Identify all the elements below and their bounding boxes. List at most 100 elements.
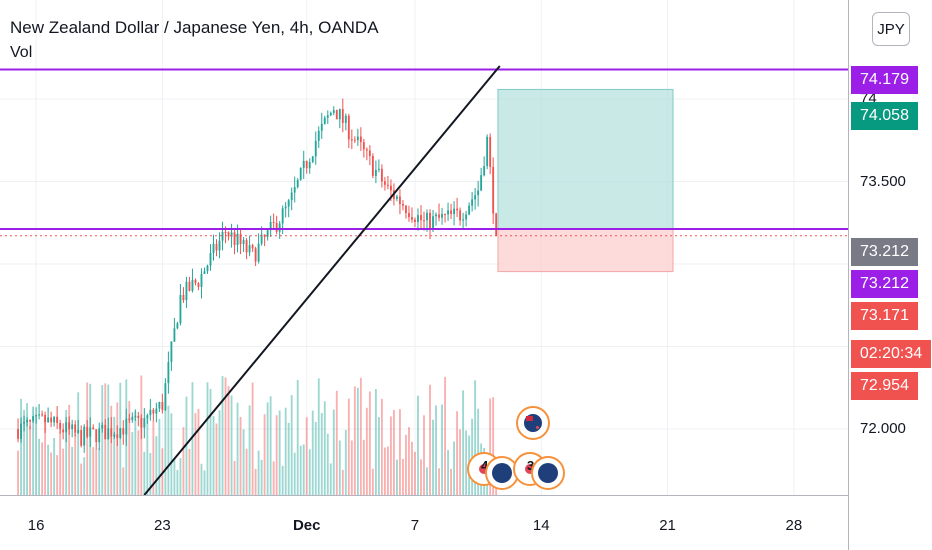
- candle-body: [68, 422, 71, 430]
- candle-body: [92, 427, 95, 430]
- volume-bar: [344, 429, 347, 495]
- volume-bar: [71, 446, 74, 495]
- candle-body: [423, 220, 425, 222]
- candle-body: [480, 175, 483, 191]
- volume-bar: [477, 408, 480, 495]
- candle-body: [365, 149, 368, 151]
- candle-body: [402, 204, 404, 206]
- candle-body: [179, 294, 182, 324]
- price-axis-tick: 72.000: [860, 420, 906, 437]
- volume-bar: [408, 427, 410, 495]
- volume-bar: [341, 469, 344, 495]
- candle-body: [95, 429, 98, 443]
- volume-bar: [245, 448, 248, 495]
- position-zones: [497, 88, 674, 273]
- support-line-tag: 73.212: [851, 270, 918, 298]
- candle-body: [474, 195, 477, 200]
- candle-body: [287, 200, 290, 207]
- time-axis-tick: Dec: [292, 517, 321, 534]
- price-axis-tick: 73.500: [860, 172, 906, 190]
- candle-body: [50, 417, 53, 423]
- volume-bar: [188, 448, 191, 495]
- candle-body: [447, 210, 449, 215]
- volume-bar: [146, 417, 149, 495]
- nz-flag-icon: [538, 463, 558, 483]
- candle-body: [477, 190, 480, 196]
- candle-body: [432, 216, 434, 230]
- volume-indicator-label[interactable]: Vol: [10, 44, 33, 61]
- candle-body: [113, 434, 116, 437]
- last-price-tag: 73.171: [851, 302, 918, 330]
- volume-bar: [380, 398, 383, 495]
- volume-bar: [353, 386, 356, 495]
- volume-bar: [185, 396, 188, 495]
- candle-body: [293, 187, 296, 193]
- candle-body: [468, 205, 471, 215]
- volume-bar: [86, 382, 89, 495]
- candle-body: [134, 415, 137, 417]
- chart-header: New Zealand Dollar / Japanese Yen, 4h, O…: [10, 18, 379, 62]
- volume-bar: [74, 433, 77, 495]
- candle-body: [44, 414, 47, 423]
- candle-body: [233, 232, 236, 246]
- candle-body: [170, 341, 173, 363]
- volume-bar: [137, 430, 140, 495]
- event-count: 3: [527, 458, 535, 473]
- volume-bar: [68, 404, 71, 495]
- candle-body: [296, 179, 299, 188]
- volume-bar: [368, 391, 371, 495]
- candle-body: [65, 422, 68, 433]
- symbol-title[interactable]: New Zealand Dollar / Japanese Yen, 4h, O…: [10, 18, 379, 37]
- volume-bar: [323, 401, 326, 495]
- volume-bar: [224, 377, 227, 495]
- candle-body: [146, 415, 149, 419]
- candle-body: [441, 213, 443, 218]
- candle-body: [465, 214, 468, 220]
- volume-bar: [411, 441, 413, 495]
- nz-event-icon[interactable]: [516, 406, 550, 440]
- candle-body: [140, 417, 143, 428]
- candle-body: [257, 243, 260, 262]
- candle-body: [338, 109, 341, 120]
- candle-body: [269, 221, 272, 231]
- candle-body: [182, 294, 185, 301]
- volume-bar: [215, 423, 218, 495]
- event-cluster-2[interactable]: 3: [513, 452, 569, 492]
- volume-bar: [405, 434, 407, 495]
- candle-body: [209, 253, 212, 266]
- candle-body: [197, 283, 200, 288]
- candle-body: [429, 212, 431, 230]
- volume-bar: [65, 410, 68, 495]
- candle-body: [221, 231, 224, 241]
- volume-bar: [329, 463, 332, 495]
- volume-bar: [26, 403, 28, 495]
- candle-body: [35, 415, 38, 417]
- volume-bar: [182, 427, 185, 495]
- nz-event-icon: [531, 456, 565, 490]
- candle-body: [266, 230, 269, 237]
- volume-bar: [251, 382, 254, 495]
- candle-body: [203, 271, 206, 274]
- candle-body: [116, 434, 119, 438]
- candle-body: [417, 215, 419, 222]
- candle-body: [131, 416, 134, 421]
- volume-bar: [293, 452, 296, 495]
- volume-bar: [257, 450, 260, 495]
- volume-bar: [399, 409, 401, 495]
- candle-body: [353, 139, 356, 141]
- volume-bar: [281, 465, 284, 495]
- currency-badge[interactable]: JPY: [872, 12, 910, 46]
- volume-bar: [450, 468, 452, 495]
- volume-bar: [435, 405, 437, 495]
- candle-body: [450, 210, 452, 214]
- candle-body: [350, 139, 353, 141]
- volume-bar: [80, 463, 83, 495]
- candle-body: [83, 426, 86, 446]
- candle-body: [444, 213, 446, 215]
- candle-body: [215, 243, 218, 251]
- volume-bar: [44, 417, 47, 495]
- candle-body: [320, 123, 323, 131]
- candle-body: [408, 213, 410, 218]
